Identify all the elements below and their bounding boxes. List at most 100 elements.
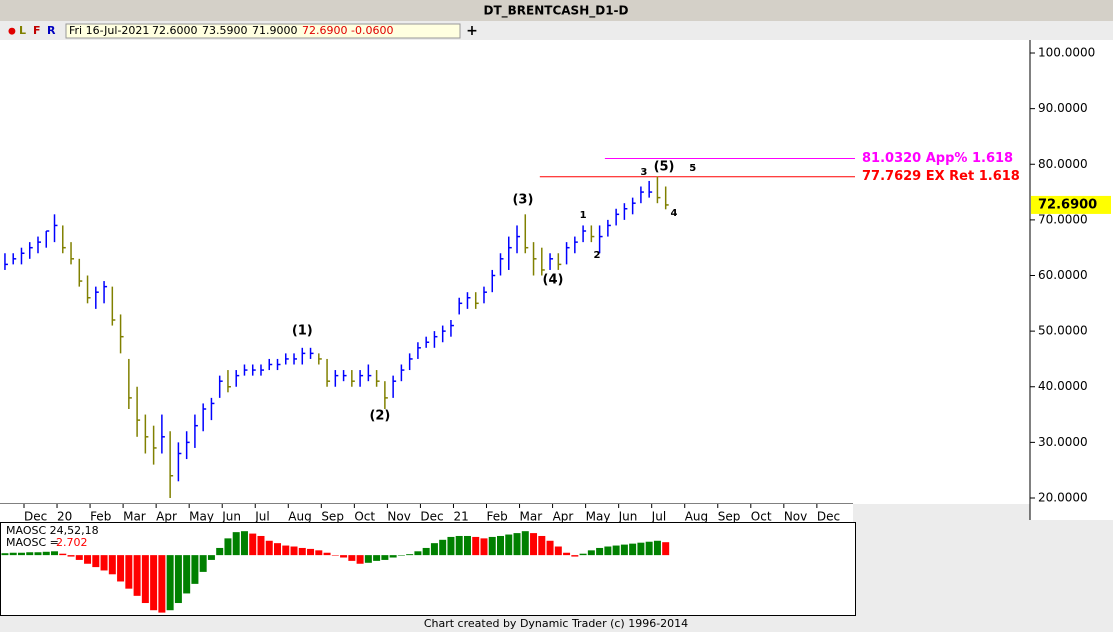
oscillator-bar bbox=[166, 555, 174, 611]
oscillator-bar bbox=[257, 535, 265, 556]
oscillator-bar bbox=[232, 532, 240, 556]
oscillator-bar bbox=[150, 555, 158, 611]
oscillator-bar bbox=[530, 533, 538, 556]
oscillator-bar bbox=[108, 555, 116, 575]
status-dot[interactable]: ● bbox=[8, 27, 16, 37]
title-bar bbox=[0, 0, 1113, 21]
x-tick-label: Oct bbox=[751, 510, 772, 524]
oscillator-bar bbox=[34, 552, 42, 556]
oscillator-bar bbox=[505, 534, 513, 556]
oscillator-bar bbox=[240, 531, 248, 556]
wave-label: (1) bbox=[292, 324, 313, 339]
x-tick-label: May bbox=[189, 510, 214, 524]
oscillator-bar bbox=[26, 552, 34, 556]
oscillator-bar bbox=[587, 550, 595, 556]
oscillator-bar bbox=[191, 555, 199, 584]
oscillator-bar bbox=[59, 553, 67, 556]
toolbar-f[interactable]: F bbox=[33, 24, 41, 37]
oscillator-bar bbox=[84, 555, 92, 564]
footer-text: Chart created by Dynamic Trader (c) 1996… bbox=[424, 617, 688, 630]
oscillator-bar bbox=[141, 555, 149, 604]
oscillator-bar bbox=[406, 554, 414, 556]
quote-box bbox=[65, 23, 461, 39]
add-button[interactable]: + bbox=[466, 23, 478, 39]
x-tick-label: Dec bbox=[420, 510, 443, 524]
y-tick-label: 100.0000 bbox=[1038, 46, 1095, 60]
x-tick-label: 20 bbox=[57, 510, 72, 524]
oscillator-bar bbox=[612, 545, 620, 556]
oscillator-bar bbox=[389, 555, 397, 558]
oscillator-bar bbox=[637, 542, 645, 556]
oscillator-bar bbox=[158, 555, 166, 613]
plot-area bbox=[0, 40, 1030, 504]
oscillator-bar bbox=[604, 546, 612, 556]
oscillator-title: MAOSC 24,52,18 bbox=[6, 524, 99, 537]
wave-label: 4 bbox=[670, 208, 677, 219]
oscillator-bar bbox=[422, 547, 430, 556]
quote-open: 72.6000 bbox=[152, 24, 198, 37]
x-tick-label: Aug bbox=[685, 510, 708, 524]
x-tick-label: Jul bbox=[651, 510, 666, 524]
oscillator-bar bbox=[51, 551, 59, 556]
x-tick-label: Apr bbox=[156, 510, 177, 524]
oscillator-value-title: MAOSC = bbox=[6, 536, 59, 549]
x-tick-label: Sep bbox=[718, 510, 741, 524]
y-tick-label: 60.0000 bbox=[1038, 268, 1088, 282]
oscillator-bar bbox=[133, 555, 141, 596]
oscillator-value: 2.702 bbox=[56, 536, 88, 549]
quote-date: Fri 16-Jul-2021 bbox=[69, 24, 149, 37]
window-title: DT_BRENTCASH_D1-D bbox=[484, 4, 629, 19]
oscillator-bar bbox=[579, 553, 587, 556]
x-tick-label: Feb bbox=[90, 510, 111, 524]
oscillator-bar bbox=[125, 555, 133, 589]
y-tick-label: 70.0000 bbox=[1038, 212, 1088, 226]
toolbar-r[interactable]: R bbox=[47, 24, 56, 37]
oscillator-bar bbox=[315, 550, 323, 556]
x-tick-label: Apr bbox=[553, 510, 574, 524]
level-label: 77.7629 EX Ret 1.618 bbox=[862, 169, 1020, 184]
oscillator-bar bbox=[323, 552, 331, 556]
last-price-box bbox=[1031, 195, 1111, 214]
oscillator-bar bbox=[75, 555, 83, 560]
quote-close: 72.6900 bbox=[302, 24, 348, 37]
x-tick-label: Feb bbox=[487, 510, 508, 524]
oscillator-bar bbox=[224, 538, 232, 556]
oscillator-bar bbox=[274, 543, 282, 556]
wave-label: 1 bbox=[580, 210, 587, 221]
oscillator-bar bbox=[472, 536, 480, 556]
wave-label: (4) bbox=[543, 272, 564, 287]
oscillator-bar bbox=[571, 555, 579, 557]
oscillator-bar bbox=[207, 555, 215, 560]
y-tick-label: 30.0000 bbox=[1038, 435, 1088, 449]
quote-high: 73.5900 bbox=[202, 24, 248, 37]
oscillator-bar bbox=[447, 536, 455, 556]
oscillator-bar bbox=[42, 551, 50, 556]
wave-label: (2) bbox=[369, 409, 390, 424]
oscillator-bar bbox=[307, 548, 315, 556]
y-tick-label: 80.0000 bbox=[1038, 157, 1088, 171]
oscillator-bar bbox=[439, 539, 447, 556]
oscillator-bar bbox=[1, 553, 9, 556]
oscillator-bar bbox=[348, 555, 356, 561]
level-label: 81.0320 App% 1.618 bbox=[862, 151, 1013, 166]
oscillator-bar bbox=[174, 555, 182, 604]
oscillator-bar bbox=[340, 555, 348, 558]
x-tick-label: May bbox=[586, 510, 611, 524]
y-tick-label: 20.0000 bbox=[1038, 490, 1088, 504]
oscillator-bar bbox=[356, 555, 364, 564]
y-axis-panel bbox=[1030, 40, 1113, 520]
y-tick-label: 50.0000 bbox=[1038, 324, 1088, 338]
oscillator-bar bbox=[430, 543, 438, 556]
y-tick-label: 90.0000 bbox=[1038, 101, 1088, 115]
x-tick-label: Oct bbox=[354, 510, 375, 524]
oscillator-bar bbox=[397, 555, 405, 556]
oscillator-bar bbox=[563, 552, 571, 556]
oscillator-bar bbox=[183, 555, 191, 594]
wave-label: (5) bbox=[654, 160, 675, 175]
oscillator-bar bbox=[373, 555, 381, 561]
toolbar-l[interactable]: L bbox=[19, 24, 26, 37]
oscillator-bar bbox=[463, 535, 471, 556]
x-tick-label: Dec bbox=[817, 510, 840, 524]
x-tick-label: Mar bbox=[520, 510, 543, 524]
oscillator-bar bbox=[554, 546, 562, 556]
